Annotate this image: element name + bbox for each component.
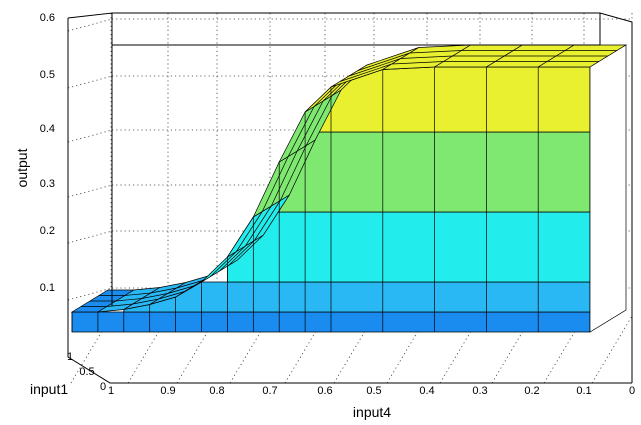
grid-line (333, 315, 375, 384)
x-tick-label: 0.2 (524, 385, 539, 397)
box-edge (67, 12, 113, 306)
grid-line (127, 315, 169, 384)
x-tick-label: 0.9 (160, 385, 175, 397)
x-tick-label: 0.5 (366, 385, 381, 397)
box-edge (67, 18, 632, 384)
output-surface (70, 44, 628, 333)
grid-line (70, 315, 112, 384)
grid-line (67, 18, 113, 32)
surface-mesh-line (219, 245, 246, 272)
z-tick-label: 0.3 (40, 178, 55, 190)
surface-mesh-line (261, 156, 289, 212)
surface-mesh-line (236, 211, 263, 252)
z-axis-title: output (14, 148, 30, 187)
x-tick-label: 0.3 (472, 385, 487, 397)
surface-mesh-line (254, 200, 281, 241)
y-tick-label: 0 (100, 381, 106, 393)
grid-line (176, 315, 218, 384)
grid-line (386, 315, 428, 384)
x-tick-label: 1 (108, 385, 114, 397)
x-tick-labels: 1 0.9 0.8 0.7 0.6 0.5 0.4 0.3 0.2 0.1 0 (108, 385, 635, 397)
x-tick-label: 0.7 (262, 385, 277, 397)
grid-line (67, 75, 113, 89)
z-tick-label: 0.2 (40, 225, 55, 237)
z-tick-label: 0.5 (40, 69, 55, 81)
box-edge (112, 12, 633, 23)
surface-band (227, 211, 591, 283)
y-axis-title: input1 (30, 381, 68, 397)
x-tick-label: 0.1 (576, 385, 591, 397)
z-tick-label: 0.4 (40, 123, 55, 135)
surface-mesh-line (158, 291, 185, 300)
z-tick-label: 0.6 (40, 12, 55, 24)
grid-line (67, 287, 113, 301)
grid-line (67, 129, 113, 143)
surface-side-face (589, 44, 627, 333)
surface-mesh-line (305, 95, 333, 146)
surface-mesh-line (141, 293, 168, 299)
surface-mesh-line (296, 100, 324, 152)
x-tick-label: 0.4 (419, 385, 434, 397)
surface-mesh-line (150, 287, 177, 294)
surface-mesh-line (176, 280, 203, 289)
grid-line (439, 315, 481, 384)
surface-mesh-line (348, 58, 401, 77)
surface-mesh-line (287, 106, 315, 157)
y-tick-label: 1 (67, 351, 73, 363)
surface-mesh-line (400, 55, 453, 59)
z-tick-labels: 0.1 0.2 0.3 0.4 0.5 0.6 (40, 12, 55, 294)
x-tick-label: 0 (629, 385, 635, 397)
surface-mesh-line (339, 63, 392, 82)
surface-mesh-line (115, 298, 142, 302)
x-tick-label: 0.8 (209, 385, 224, 397)
y-tick-label: 0.5 (79, 366, 94, 378)
grid-line (491, 315, 533, 384)
surface-mesh-line (245, 205, 272, 247)
grid-line (67, 230, 113, 244)
z-tick-label: 0.1 (40, 282, 55, 294)
surface-mesh-line (279, 145, 307, 201)
surface-mesh-line (270, 150, 298, 207)
surface-mesh-line (132, 298, 159, 305)
surface-mesh-line (210, 251, 237, 277)
surface-mesh-line (167, 285, 194, 294)
surface-mesh-line (409, 50, 462, 54)
surface-mesh-line (228, 240, 255, 266)
surface-mesh-line (391, 61, 444, 65)
surface-mesh-line (357, 52, 410, 71)
grid-line (67, 184, 113, 198)
grid-line (284, 315, 326, 384)
surface-mesh-line (124, 292, 151, 296)
x-tick-label: 0.6 (317, 385, 332, 397)
grid-line (591, 315, 633, 384)
surface-mesh-line (106, 303, 133, 307)
plot-box (67, 12, 633, 384)
grid-line (229, 315, 271, 384)
x-axis-title: input4 (353, 404, 391, 420)
y-tick-labels: 1 0.5 0 (67, 351, 106, 393)
grid-line (543, 315, 585, 384)
